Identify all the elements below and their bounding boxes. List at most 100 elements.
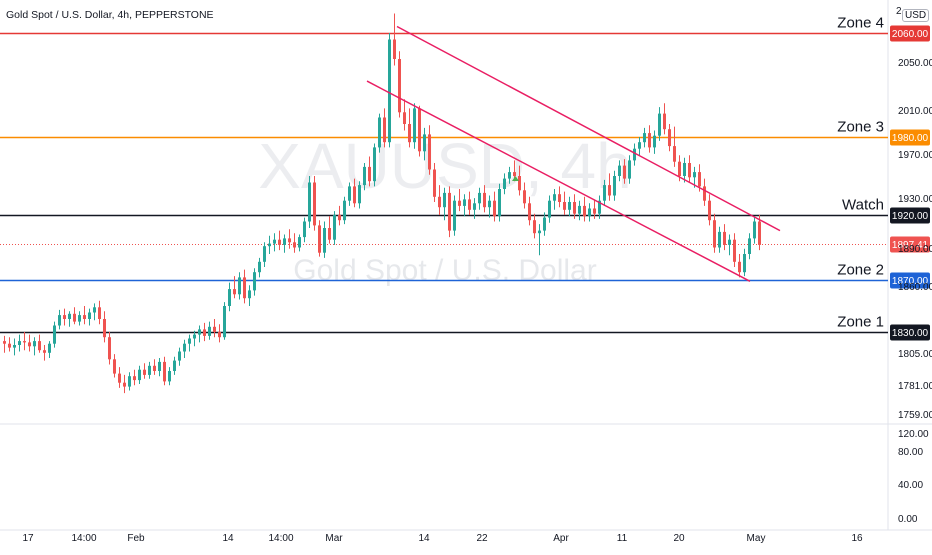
candle-body xyxy=(168,371,171,382)
candle-body xyxy=(553,194,556,201)
candle-body xyxy=(343,200,346,221)
candle-body xyxy=(418,108,421,152)
candle-body xyxy=(503,178,506,189)
candle-body xyxy=(148,365,151,375)
candle-body xyxy=(298,237,301,248)
candle-body xyxy=(93,307,96,313)
price-tick-3: 1970.00 xyxy=(898,150,932,161)
candle-body xyxy=(358,185,361,204)
candle-body xyxy=(478,192,481,204)
candle-body xyxy=(218,332,221,338)
candle-body xyxy=(13,345,16,348)
candle-body xyxy=(103,319,106,338)
candle-body xyxy=(58,315,61,326)
candle-body xyxy=(383,117,386,143)
candle-body xyxy=(18,341,21,345)
candle-body xyxy=(633,148,636,161)
candle-body xyxy=(38,341,41,351)
candle-body xyxy=(128,376,131,387)
candle-body xyxy=(208,326,211,336)
candle-body xyxy=(543,217,546,231)
candle-body xyxy=(603,185,606,201)
candle-body xyxy=(138,369,141,381)
currency-button[interactable]: USD xyxy=(902,9,930,22)
candle-body xyxy=(303,221,306,238)
candle-body xyxy=(663,113,666,130)
candle-body xyxy=(638,142,641,149)
candle-body xyxy=(3,341,6,344)
candle-body xyxy=(458,200,461,206)
signal-marker xyxy=(512,176,519,181)
candle-body xyxy=(63,315,66,319)
candle-body xyxy=(73,313,76,322)
candle-body xyxy=(53,325,56,344)
candle-body xyxy=(523,190,526,204)
time-tick-8: 22 xyxy=(476,533,488,544)
candle-body xyxy=(733,239,736,262)
candle-body xyxy=(653,135,656,148)
time-tick-7: 14 xyxy=(418,533,430,544)
candle-body xyxy=(533,220,536,234)
candle-body xyxy=(713,220,716,248)
level-label-2: Zone 3 xyxy=(837,119,884,136)
candle-body xyxy=(28,342,31,347)
candle-body xyxy=(468,199,471,210)
candle-body xyxy=(448,192,451,231)
time-tick-12: May xyxy=(747,533,766,544)
level-price-tag-4 xyxy=(890,272,930,289)
candle-body xyxy=(583,205,586,217)
candle-body xyxy=(263,246,266,262)
price-tick-1: 2050.00 xyxy=(898,58,932,69)
candle-body xyxy=(518,176,521,191)
channel-lower-line xyxy=(366,80,751,282)
candle-body xyxy=(373,147,376,182)
candle-body xyxy=(698,172,701,187)
candle-body xyxy=(153,365,156,371)
candle-body xyxy=(743,254,746,273)
candle-body xyxy=(158,361,161,371)
candle-body xyxy=(238,277,241,295)
candle-body xyxy=(498,189,501,217)
candle-body xyxy=(528,203,531,221)
candle-body xyxy=(68,313,71,319)
candle-body xyxy=(258,261,261,273)
candle-body xyxy=(268,243,271,247)
candle-body xyxy=(338,215,341,221)
candle-body xyxy=(48,343,51,353)
level-label-5: Zone 1 xyxy=(837,314,884,331)
candle-body xyxy=(693,172,696,178)
candle-body xyxy=(223,306,226,338)
candle-body xyxy=(43,350,46,353)
time-tick-9: Apr xyxy=(553,533,569,544)
candle-body xyxy=(563,202,566,210)
candle-body xyxy=(573,202,576,214)
candle-body xyxy=(198,329,201,335)
candle-body xyxy=(578,205,581,214)
candle-body xyxy=(378,117,381,148)
candle-body xyxy=(413,108,416,143)
lower-tick-2: 80.00 xyxy=(898,447,923,458)
candle-body xyxy=(318,225,321,253)
candle-body xyxy=(8,343,11,348)
symbol-title[interactable]: Gold Spot / U.S. Dollar, 4h, PEPPERSTONE xyxy=(6,9,214,21)
candle-body xyxy=(108,337,111,360)
candle-body xyxy=(608,185,611,196)
price-tick-7: 1805.00 xyxy=(898,349,932,360)
candle-body xyxy=(353,186,356,204)
candle-body xyxy=(163,361,166,382)
lower-tick-4: 0.00 xyxy=(898,514,918,525)
candle-body xyxy=(123,382,126,387)
candle-body xyxy=(513,172,516,176)
candle-body xyxy=(143,369,146,375)
level-price-tag-1 xyxy=(890,25,930,42)
level-price-tag-3 xyxy=(890,207,930,224)
candle-body xyxy=(568,202,571,210)
candle-body xyxy=(78,315,81,322)
candle-body xyxy=(453,200,456,231)
candle-body xyxy=(348,186,351,201)
candle-body xyxy=(183,343,186,352)
price-tick-5: 1890.00 xyxy=(898,244,932,255)
candle-body xyxy=(438,196,441,208)
